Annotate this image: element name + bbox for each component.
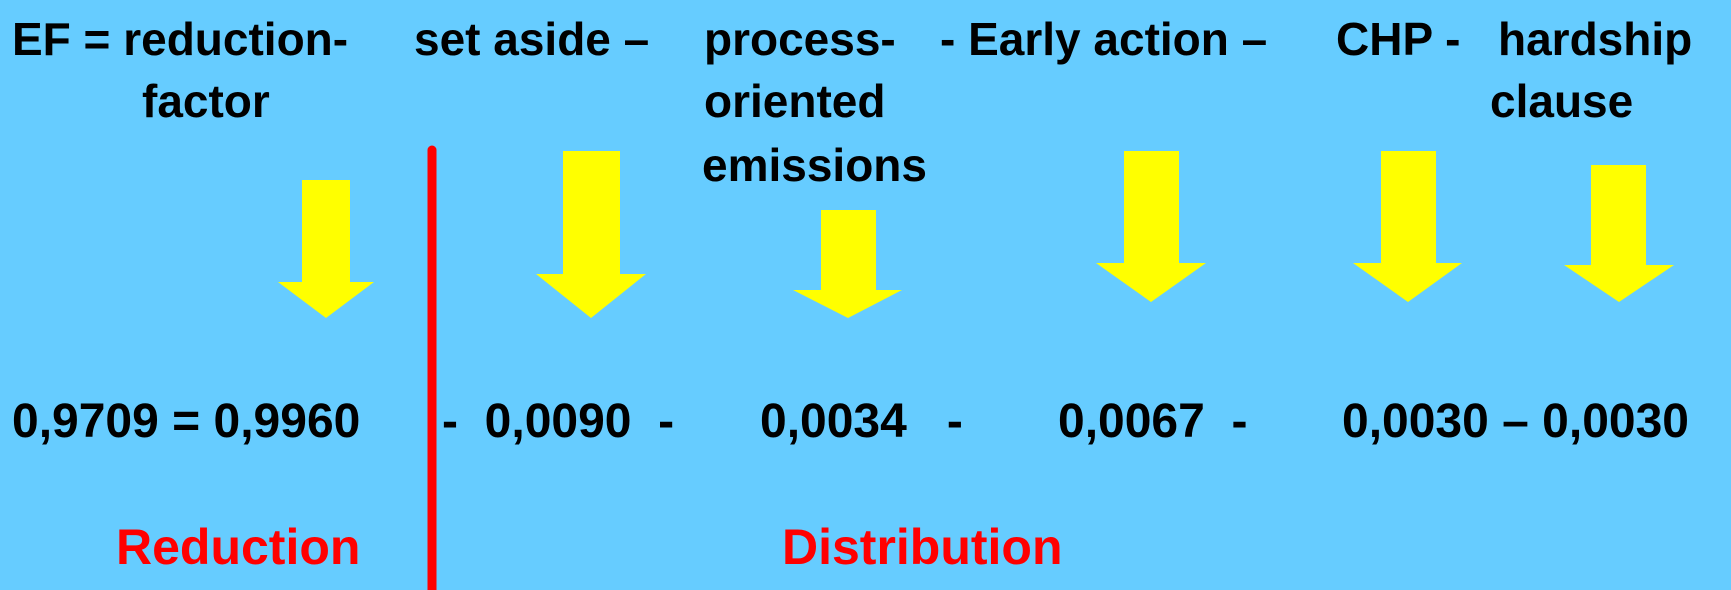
arrow-down-icon [1096, 151, 1206, 302]
arrow-down-icon [1353, 151, 1462, 302]
early-action-value: 0,0067 - [1058, 395, 1248, 448]
arrow-down-icon [1564, 165, 1674, 302]
ef-term-line1: EF = reduction- [12, 13, 349, 65]
reduction-label: Reduction [116, 519, 361, 575]
set-aside-term: set aside – [414, 13, 650, 65]
hardship-term-line1: hardship [1498, 13, 1693, 65]
process-term-line1: process- [704, 13, 896, 65]
process-term-line2: oriented [704, 75, 886, 127]
early-action-term: - Early action – [940, 13, 1268, 65]
process-value: 0,0034 - [760, 395, 963, 448]
set-aside-value: - 0,0090 - [442, 395, 675, 448]
hardship-term-line2: clause [1490, 75, 1634, 127]
arrow-down-icon [278, 180, 374, 318]
chp-hardship-value: 0,0030 – 0,0030 [1342, 395, 1689, 448]
ef-term-line2: factor [142, 75, 270, 127]
ef-value: 0,9709 = 0,9960 [12, 395, 361, 448]
distribution-label: Distribution [782, 519, 1063, 575]
process-term-line3: emissions [702, 139, 927, 191]
arrow-down-icon [536, 151, 646, 318]
chp-term: CHP - [1336, 13, 1461, 65]
arrow-down-icon [793, 210, 902, 318]
